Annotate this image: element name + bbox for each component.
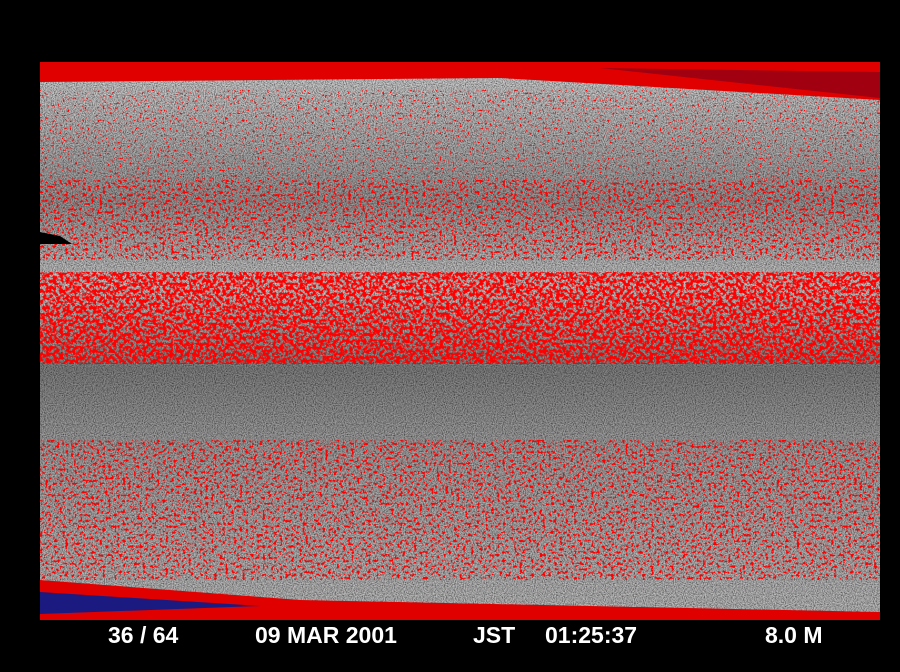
echogram [40, 62, 880, 620]
frame-counter: 36 / 64 [108, 622, 179, 648]
range: 8.0 M [765, 622, 823, 648]
date: 09 MAR 2001 [255, 622, 397, 648]
time: 01:25:37 [545, 622, 637, 648]
timezone: JST [473, 622, 515, 648]
